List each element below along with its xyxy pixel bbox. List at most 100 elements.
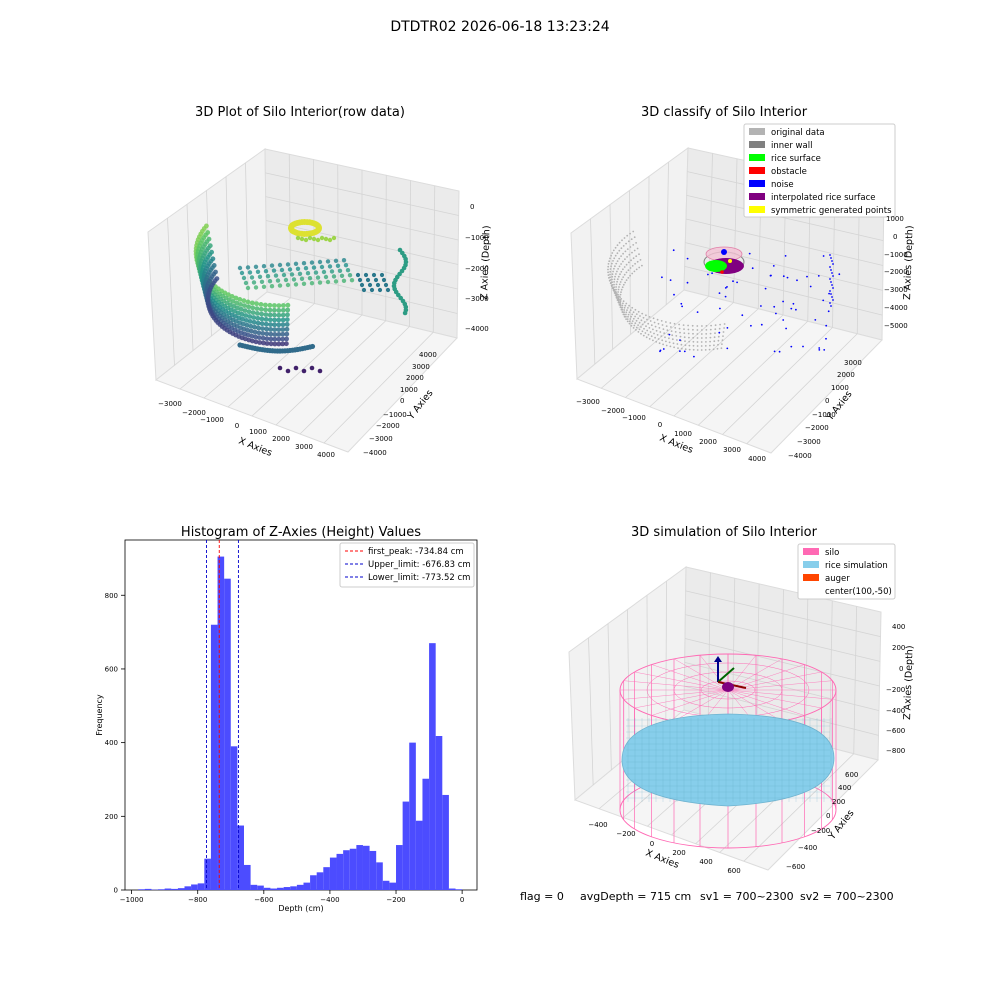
raw-data-point [375,282,381,288]
original-data-point [620,263,622,265]
original-data-point [623,266,626,268]
original-data-point [658,327,661,329]
classify-z-tick: −5000 [884,322,908,330]
noise-point [829,266,831,268]
original-data-point [611,262,613,265]
raw-data-point [242,303,247,308]
histogram-bar [177,888,185,890]
raw-x-tick: 1000 [249,428,267,436]
classify-legend-swatch [749,180,765,187]
original-data-point [666,329,669,332]
original-data-point [645,314,647,317]
raw-data-point [272,341,278,347]
noise-point [718,292,721,294]
classify-y-tick: −3000 [797,438,821,446]
raw-data-point [255,269,261,274]
original-data-point [721,343,723,345]
original-data-point [712,348,715,351]
raw-data-point [211,263,217,268]
original-data-point [705,329,708,331]
original-data-point [673,346,675,349]
raw-data-point [253,334,258,340]
original-data-point [714,328,717,331]
histogram-bar [191,884,198,890]
original-data-point [607,271,609,274]
original-data-point [639,259,642,261]
raw-data-point [341,258,347,263]
raw-data-point [252,329,258,335]
gridline [627,609,630,756]
raw-data-point [277,365,283,371]
classify-y-tick: −4000 [788,452,812,460]
noise-point [750,324,752,327]
simulation-x-tick: −400 [588,821,607,829]
original-data-point [633,236,636,239]
raw-data-point [249,300,255,306]
original-data-point [625,263,628,266]
raw-data-point [285,307,291,313]
simulation-y-tick: −200 [811,827,830,835]
classify-z-axis-label: Z Axies (Depth) [902,225,916,300]
original-data-point [635,326,638,329]
original-data-point [723,323,726,325]
original-data-point [632,244,635,246]
gridline [685,590,881,638]
original-data-point [615,273,617,275]
original-data-point [638,328,641,331]
classify-legend-swatch [749,193,765,200]
raw-data-point [280,336,286,342]
raw-data-point [309,365,315,371]
original-data-point [717,339,720,342]
original-data-point [696,333,699,335]
gridline [647,176,650,320]
raw-data-3d-plot: 3D Plot of Silo Interior(row data) X Axi… [147,105,493,459]
raw-x-tick: 0 [235,422,239,430]
classify-legend-label: original data [771,128,825,138]
original-data-point [683,328,685,330]
original-data-point [619,303,622,306]
raw-data-point [293,282,299,287]
raw-x-tick: 2000 [272,435,290,443]
raw-y-tick: −3000 [369,435,393,443]
histogram-bar [204,858,211,890]
raw-data-point [311,265,317,270]
noise-point [764,287,767,290]
histogram-bar [429,643,436,890]
classify-legend: original data inner wall rice surface obsta… [743,123,896,218]
original-data-point [613,288,616,291]
raw-data-point [317,280,323,285]
original-data-point [616,260,619,262]
noise-point [711,272,713,275]
histogram-bar [389,882,397,890]
histogram-reference-lines [206,540,239,890]
original-data-point [626,248,629,251]
raw-data-point [272,322,277,328]
raw-data-point [331,274,337,279]
original-data-point [620,291,622,293]
raw-data-point [309,343,316,350]
raw-data-point [243,313,249,318]
original-data-point [616,278,619,281]
gridline [686,194,884,242]
noise-point [770,274,772,277]
raw-data-point [349,278,355,283]
status-flag: flag = 0 [520,890,564,903]
raw-data-point [385,287,391,293]
rice-simulation-surface [621,713,835,807]
histogram-bar [171,888,178,890]
original-data-point [622,300,625,303]
original-data-point [646,329,649,332]
original-data-point [670,330,673,332]
original-data-point [649,320,652,322]
raw-data-point [315,224,322,230]
raw-data-point [272,332,278,337]
raw-data-point [323,274,329,280]
original-data-point [648,338,651,340]
original-data-point [615,293,618,296]
status-sv1: sv1 = 700~2300 [700,890,794,903]
original-data-point [621,239,623,242]
original-data-point [621,278,623,281]
noise-point [831,260,833,262]
noise-point [806,275,808,278]
raw-data-point [309,260,315,265]
